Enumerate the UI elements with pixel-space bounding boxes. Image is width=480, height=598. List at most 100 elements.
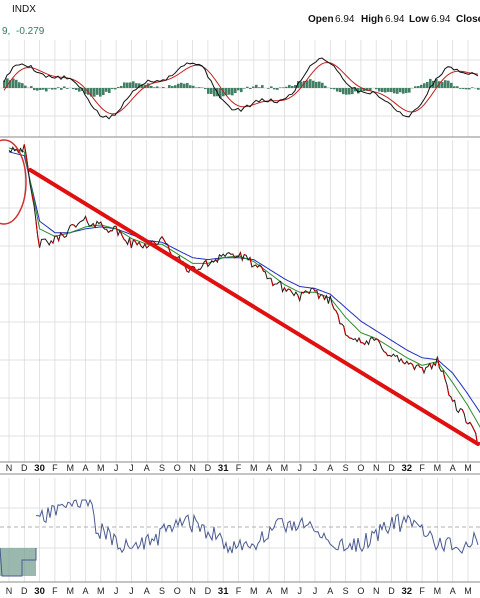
time-tick-label: O bbox=[357, 463, 364, 473]
time-tick-label: M bbox=[464, 463, 472, 473]
macd-histogram-bar bbox=[387, 88, 390, 92]
time-tick-label: O bbox=[174, 463, 181, 473]
time-tick-label: M bbox=[66, 463, 74, 473]
price-down-segment bbox=[244, 254, 247, 256]
macd-histogram-bar bbox=[135, 83, 138, 88]
price-down-segment bbox=[362, 342, 366, 346]
time-axis-bottom: ND30FMAMJJASOND31FMAMJJASOND32FMAMJ bbox=[6, 586, 472, 597]
time-tick-label: S bbox=[343, 586, 349, 596]
price-down-segment bbox=[337, 314, 341, 324]
price-down-segment bbox=[121, 234, 125, 240]
price-down-segment bbox=[119, 230, 123, 236]
price-down-segment bbox=[239, 252, 243, 261]
price-down-segment bbox=[232, 253, 236, 259]
macd-histogram-bar bbox=[15, 79, 18, 88]
macd-histogram-bar bbox=[462, 88, 465, 89]
price-down-segment bbox=[270, 278, 274, 286]
macd-histogram-bar bbox=[192, 85, 195, 88]
macd-histogram-bar bbox=[399, 88, 402, 93]
price-down-segment bbox=[301, 291, 304, 294]
price-down-segment bbox=[406, 360, 410, 365]
lower-indicator-panel bbox=[0, 498, 479, 577]
time-tick-label: A bbox=[266, 586, 272, 596]
macd-histogram-bar bbox=[351, 88, 354, 95]
price-down-segment bbox=[192, 266, 195, 268]
price-down-segment bbox=[433, 362, 436, 366]
time-tick-label: A bbox=[450, 463, 456, 473]
macd-histogram-bar bbox=[45, 88, 48, 92]
macd-histogram-bar bbox=[219, 88, 222, 99]
time-tick-label: F bbox=[236, 463, 242, 473]
macd-histogram-bar bbox=[459, 88, 462, 89]
macd-histogram-bar bbox=[240, 88, 243, 93]
price-down-segment bbox=[134, 241, 138, 246]
macd-histogram-bar bbox=[210, 88, 213, 94]
price-down-segment bbox=[215, 259, 218, 263]
macd-histogram-bar bbox=[285, 86, 288, 88]
macd-histogram-bar bbox=[228, 88, 231, 95]
time-tick-label: D bbox=[205, 463, 212, 473]
macd-histogram-bar bbox=[396, 88, 399, 94]
macd-params: 9, bbox=[2, 26, 10, 37]
time-tick-label: N bbox=[373, 463, 380, 473]
price-down-segment bbox=[144, 243, 148, 249]
time-tick-label: S bbox=[159, 463, 165, 473]
time-tick-label: A bbox=[266, 463, 272, 473]
macd-histogram-bar bbox=[261, 85, 264, 88]
time-tick-label: D bbox=[21, 463, 28, 473]
price-down-segment bbox=[123, 238, 127, 242]
macd-histogram-bar bbox=[303, 80, 306, 88]
price-down-segment bbox=[84, 216, 88, 223]
time-tick-label: 32 bbox=[402, 463, 413, 474]
macd-histogram-bar bbox=[288, 84, 291, 88]
price-down-segment bbox=[100, 221, 104, 227]
time-tick-label: O bbox=[357, 586, 364, 596]
highlight-circle bbox=[0, 139, 27, 225]
open-label: Open bbox=[308, 14, 334, 25]
price-down-segment bbox=[71, 224, 75, 226]
macd-histogram-bar bbox=[54, 88, 57, 90]
time-tick-label: J bbox=[114, 463, 119, 473]
macd-histogram-bar bbox=[72, 88, 75, 90]
macd-histogram-bar bbox=[138, 83, 141, 88]
time-tick-label: D bbox=[388, 586, 395, 596]
macd-histogram-bar bbox=[297, 81, 300, 88]
macd-histogram-bar bbox=[408, 88, 411, 93]
price-down-segment bbox=[316, 290, 320, 299]
macd-histogram-bar bbox=[255, 84, 258, 88]
price-down-segment bbox=[297, 294, 301, 301]
macd-histogram-bar bbox=[183, 83, 186, 88]
macd-histogram-bar bbox=[429, 78, 432, 88]
price-down-segment bbox=[92, 223, 96, 228]
time-tick-label: F bbox=[419, 463, 425, 473]
macd-histogram-bar bbox=[267, 88, 270, 89]
price-down-segment bbox=[307, 291, 310, 294]
price-down-segment bbox=[305, 290, 308, 293]
macd-histogram-bar bbox=[168, 85, 171, 88]
price-down-segment bbox=[335, 310, 339, 315]
time-tick-label: A bbox=[450, 586, 456, 596]
macd-histogram-bar bbox=[441, 82, 444, 88]
macd-histogram-bar bbox=[12, 78, 15, 88]
macd-histogram-bar bbox=[453, 86, 456, 88]
time-tick-label: O bbox=[174, 586, 181, 596]
macd-histogram-bar bbox=[234, 88, 237, 94]
macd-histogram-bar bbox=[435, 79, 438, 88]
time-tick-label: F bbox=[52, 463, 58, 473]
macd-histogram-bar bbox=[252, 86, 255, 88]
price-down-segment bbox=[333, 308, 337, 312]
macd-histogram-bar bbox=[468, 88, 471, 90]
price-down-segment bbox=[283, 287, 287, 292]
macd-histogram-bar bbox=[309, 79, 312, 88]
price-down-segment bbox=[383, 351, 387, 354]
time-tick-label: A bbox=[82, 463, 88, 473]
price-down-segment bbox=[400, 358, 404, 363]
macd-histogram-bar bbox=[162, 86, 165, 88]
lower-shaded-area bbox=[0, 548, 36, 576]
time-tick-label: J bbox=[313, 463, 318, 473]
macd-histogram-bar bbox=[231, 88, 234, 96]
time-tick-label: J bbox=[297, 586, 302, 596]
time-tick-label: J bbox=[313, 586, 318, 596]
macd-histogram-bar bbox=[336, 88, 339, 92]
price-down-segment bbox=[461, 409, 465, 415]
